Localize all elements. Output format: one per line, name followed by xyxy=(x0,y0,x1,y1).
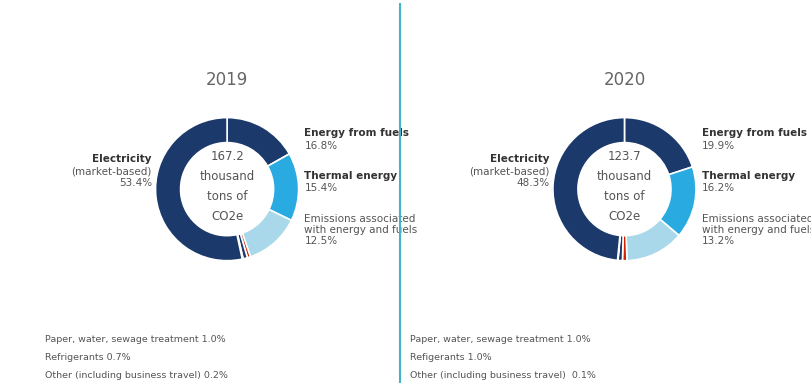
Text: Emissions associated: Emissions associated xyxy=(702,214,811,224)
Title: 2019: 2019 xyxy=(206,71,248,89)
Text: Paper, water, sewage treatment 1.0%: Paper, water, sewage treatment 1.0% xyxy=(45,335,225,344)
Text: (market-based): (market-based) xyxy=(469,166,549,176)
Wedge shape xyxy=(240,233,251,258)
Text: 15.4%: 15.4% xyxy=(304,183,337,193)
Text: 48.3%: 48.3% xyxy=(517,178,549,188)
Title: 2020: 2020 xyxy=(603,71,646,89)
Text: Emissions associated: Emissions associated xyxy=(304,214,416,224)
Wedge shape xyxy=(617,235,620,261)
Text: 123.7
thousand
tons of
CO2e: 123.7 thousand tons of CO2e xyxy=(597,150,652,223)
Wedge shape xyxy=(227,118,290,166)
Text: with energy and fuels: with energy and fuels xyxy=(702,225,811,235)
Wedge shape xyxy=(618,235,623,261)
Text: 13.2%: 13.2% xyxy=(702,236,735,245)
Text: Energy from fuels: Energy from fuels xyxy=(702,128,807,138)
Text: Other (including business travel)  0.1%: Other (including business travel) 0.1% xyxy=(410,371,595,380)
Text: Thermal energy: Thermal energy xyxy=(702,171,795,181)
Wedge shape xyxy=(268,154,298,220)
Text: 12.5%: 12.5% xyxy=(304,236,337,245)
Text: Energy from fuels: Energy from fuels xyxy=(304,128,410,138)
Text: 167.2
thousand
tons of
CO2e: 167.2 thousand tons of CO2e xyxy=(200,150,255,223)
Text: Refigerants 1.0%: Refigerants 1.0% xyxy=(410,353,491,362)
Wedge shape xyxy=(237,234,243,259)
Text: 19.9%: 19.9% xyxy=(702,141,735,151)
Text: Thermal energy: Thermal energy xyxy=(304,171,397,181)
Text: Paper, water, sewage treatment 1.0%: Paper, water, sewage treatment 1.0% xyxy=(410,335,590,344)
Text: 16.8%: 16.8% xyxy=(304,141,337,151)
Text: Electricity: Electricity xyxy=(92,154,152,164)
Text: (market-based): (market-based) xyxy=(71,166,152,176)
Wedge shape xyxy=(156,118,242,261)
Wedge shape xyxy=(238,234,247,259)
Text: Refrigerants 0.7%: Refrigerants 0.7% xyxy=(45,353,131,362)
Wedge shape xyxy=(242,210,291,257)
Text: 16.2%: 16.2% xyxy=(702,183,735,193)
Text: with energy and fuels: with energy and fuels xyxy=(304,225,418,235)
Wedge shape xyxy=(660,167,696,235)
Wedge shape xyxy=(622,235,627,261)
Wedge shape xyxy=(624,118,693,174)
Text: Electricity: Electricity xyxy=(490,154,549,164)
Text: 53.4%: 53.4% xyxy=(119,178,152,188)
Text: Other (including business travel) 0.2%: Other (including business travel) 0.2% xyxy=(45,371,227,380)
Wedge shape xyxy=(553,118,624,261)
Wedge shape xyxy=(626,219,679,261)
